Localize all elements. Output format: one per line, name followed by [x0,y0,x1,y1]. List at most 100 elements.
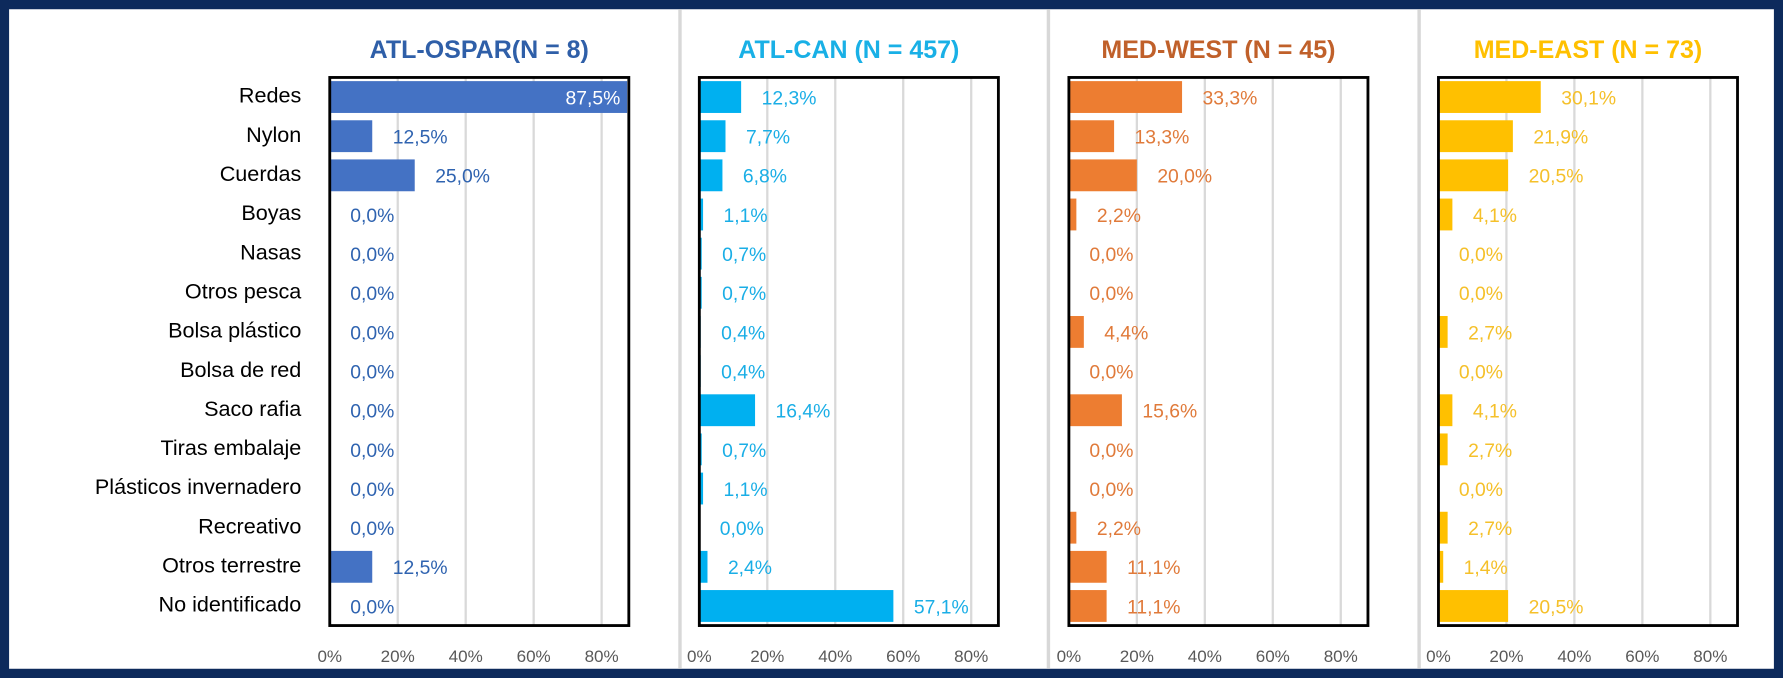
value-label: 0,0% [1089,480,1133,501]
value-label: 0,0% [1459,245,1503,266]
bar [699,394,756,427]
x-tick-label: 60% [1256,647,1290,666]
panel-title: ATL-OSPAR(N = 8) [370,36,589,64]
category-label: Bolsa plástico [168,318,301,343]
x-tick-label: 20% [381,647,415,666]
bar [1068,198,1077,231]
plot-frame [1067,76,1370,627]
plot-frame [1437,76,1739,627]
bar [329,159,415,192]
value-label: 0,0% [350,597,394,618]
value-label: 1,4% [1464,558,1508,579]
bar [1438,511,1448,544]
canvas [9,9,1774,669]
bar [1068,590,1107,622]
bar [1438,590,1509,622]
value-label: 11,1% [1127,558,1180,579]
category-label: Cuerdas [220,161,302,186]
bar [329,550,373,583]
bar [1068,394,1122,427]
x-tick-label: 80% [1693,647,1727,666]
category-label: Bolsa de red [180,357,301,382]
value-label: 0,0% [350,402,394,423]
value-label: 12,5% [393,128,448,149]
x-tick-label: 0% [1057,647,1082,666]
panel-title: MED-EAST (N = 73) [1474,36,1703,64]
plot-frame [328,76,631,627]
x-tick-label: 60% [517,647,551,666]
value-label: 2,7% [1468,441,1512,462]
value-label: 0,0% [350,362,394,383]
value-label: 11,1% [1127,597,1180,618]
x-tick-label: 0% [1426,647,1451,666]
category-label: Otros pesca [185,278,302,303]
value-label: 13,3% [1135,128,1190,149]
value-label: 4,1% [1473,206,1517,227]
x-tick-label: 80% [954,647,988,666]
value-label: 0,0% [1089,362,1133,383]
value-label: 2,2% [1097,206,1141,227]
value-label: 1,1% [724,480,768,501]
value-label: 20,5% [1529,167,1584,188]
value-label: 0,0% [350,245,394,266]
bar [699,159,723,192]
x-tick-label: 60% [1625,647,1659,666]
value-label: 4,4% [1104,323,1148,344]
value-label: 0,4% [721,323,765,344]
bar [1438,550,1444,583]
bar [1438,159,1509,192]
bar [1438,120,1513,153]
bar [1068,316,1084,348]
value-label: 6,8% [743,167,787,188]
value-label: 0,0% [720,519,764,540]
value-label: 0,0% [1089,284,1133,305]
value-label: 2,2% [1097,519,1141,540]
bar [1068,511,1077,544]
bar [1438,316,1448,348]
value-label: 0,0% [350,480,394,501]
plot-frame [697,76,1000,627]
value-label: 0,0% [350,284,394,305]
x-tick-label: 80% [1324,647,1358,666]
panel-title: ATL-CAN (N = 457) [738,36,959,64]
category-label: Recreativo [198,513,301,538]
value-label: 0,0% [1459,284,1503,305]
value-label: 0,0% [1089,245,1133,266]
value-label: 0,0% [1089,441,1133,462]
x-tick-label: 60% [886,647,920,666]
value-label: 0,0% [350,206,394,227]
x-tick-label: 20% [750,647,784,666]
value-label: 0,0% [1459,362,1503,383]
x-tick-label: 40% [1557,647,1591,666]
bar [1068,81,1183,113]
x-tick-label: 0% [317,647,342,666]
x-tick-label: 20% [1120,647,1154,666]
bar [699,472,704,505]
value-label: 0,0% [350,519,394,540]
value-label: 0,0% [350,323,394,344]
bar [699,120,726,153]
bar [699,590,894,622]
value-label: 2,4% [728,558,772,579]
category-label: Nylon [246,122,301,147]
bar [1068,159,1137,192]
bar [699,198,704,231]
value-label: 12,3% [762,88,817,109]
x-tick-label: 20% [1489,647,1523,666]
value-label: 2,7% [1468,323,1512,344]
value-label: 20,0% [1157,167,1212,188]
bar [1438,81,1541,113]
value-label: 0,4% [721,362,765,383]
panel-title: MED-WEST (N = 45) [1101,36,1335,64]
bar [1068,120,1115,153]
value-label: 0,7% [722,441,766,462]
category-label: Plásticos invernadero [95,474,301,499]
category-label: Boyas [241,200,301,225]
bar [1068,550,1107,583]
x-tick-label: 40% [818,647,852,666]
x-tick-label: 40% [1188,647,1222,666]
x-tick-label: 0% [687,647,712,666]
value-label: 16,4% [776,402,831,423]
